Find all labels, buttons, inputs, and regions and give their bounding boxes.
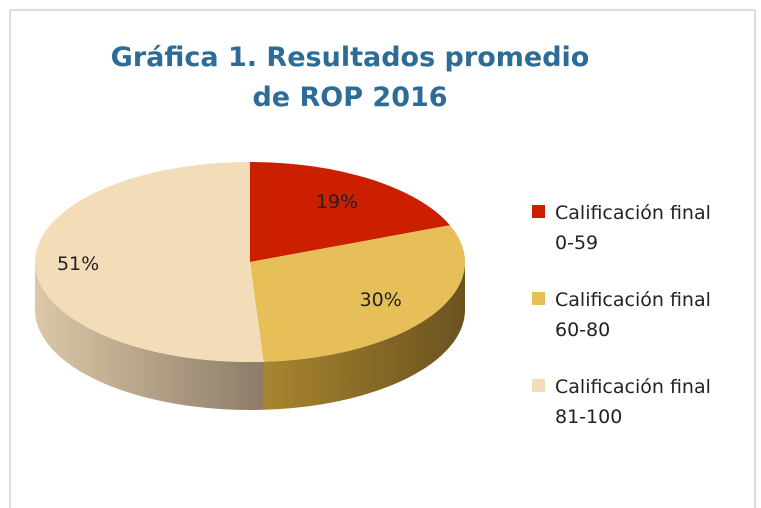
legend-item: Calificación final 81-100 [532,372,732,432]
data-label: 30% [360,289,402,311]
legend-label: Calificación final 60-80 [555,289,711,341]
slice [34,162,264,362]
legend-item: Calificación final 0-59 [532,198,732,258]
data-label: 19% [316,191,358,213]
slice-side [263,262,465,410]
legend-label: Calificación final 0-59 [555,202,711,254]
frame [9,9,756,508]
legend-swatch [532,379,545,392]
data-label: 51% [57,253,99,275]
slice-side [35,262,264,410]
chart-title: Gráfica 1. Resultados promedio de ROP 20… [110,42,590,113]
legend-swatch [532,292,545,305]
legend-label: Calificación final 81-100 [555,376,711,428]
slice [250,162,450,262]
slice [250,225,465,362]
legend-swatch [532,205,545,218]
legend-item: Calificación final 60-80 [532,285,732,345]
